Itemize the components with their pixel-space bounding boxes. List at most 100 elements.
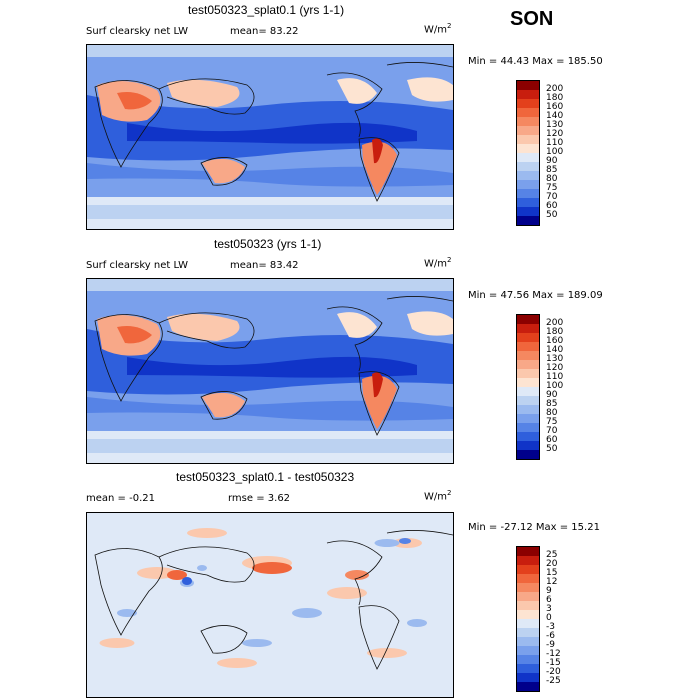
colorbar-tick-label: -6 <box>546 630 555 641</box>
colorbar-cell <box>517 324 539 333</box>
panel-1-map <box>86 44 454 230</box>
colorbar-tick-label: 60 <box>546 200 558 211</box>
colorbar-cell <box>517 315 539 324</box>
colorbar-tick-label: 12 <box>546 576 558 587</box>
colorbar-cell <box>517 547 539 556</box>
colorbar-cell <box>517 81 539 90</box>
colorbar-cell <box>517 171 539 180</box>
colorbar-cell <box>517 189 539 198</box>
colorbar-tick-label: 75 <box>546 182 558 193</box>
colorbar-cell <box>517 556 539 565</box>
panel-3-colorbar <box>516 546 540 692</box>
panel-1-minmax: Min = 44.43 Max = 185.50 <box>468 56 603 67</box>
colorbar-cell <box>517 450 539 459</box>
colorbar-cell <box>517 610 539 619</box>
colorbar-cell <box>517 441 539 450</box>
panel-1-colorbar-labels: 200 180 160 140 130 120 110 100 90 85 80 75 70 60 50 <box>546 80 586 224</box>
colorbar-cell <box>517 108 539 117</box>
colorbar-tick-label: 90 <box>546 389 558 400</box>
colorbar-cell <box>517 414 539 423</box>
colorbar-tick-label: 140 <box>546 344 564 355</box>
colorbar-cell <box>517 126 539 135</box>
colorbar-tick-label: 200 <box>546 83 564 94</box>
colorbar-tick-label: 20 <box>546 558 558 569</box>
colorbar-tick-label: -25 <box>546 675 561 686</box>
panel-1-map-svg <box>87 45 453 229</box>
colorbar-tick-label: 9 <box>546 585 552 596</box>
colorbar-cell <box>517 342 539 351</box>
panel-3-map-svg <box>87 513 453 697</box>
colorbar-cell <box>517 360 539 369</box>
colorbar-tick-label: 85 <box>546 398 558 409</box>
panel-2-map-svg <box>87 279 453 463</box>
colorbar-cell <box>517 565 539 574</box>
panel-1-variable-label: Surf clearsky net LW <box>86 26 189 37</box>
colorbar-tick-label: 100 <box>546 380 564 391</box>
colorbar-cell <box>517 198 539 207</box>
colorbar-cell <box>517 378 539 387</box>
colorbar-tick-label: -9 <box>546 639 555 650</box>
colorbar-cell <box>517 396 539 405</box>
colorbar-cell <box>517 99 539 108</box>
colorbar-tick-label: 3 <box>546 603 552 614</box>
colorbar-cell <box>517 162 539 171</box>
colorbar-cell <box>517 369 539 378</box>
panel-3-title: test050323_splat0.1 - test050323 <box>176 470 355 484</box>
panel-1-units: W/m2 <box>424 22 452 36</box>
colorbar-tick-label: 180 <box>546 326 564 337</box>
colorbar-cell <box>517 432 539 441</box>
colorbar-tick-label: 130 <box>546 353 564 364</box>
colorbar-cell <box>517 574 539 583</box>
colorbar-tick-label: 140 <box>546 110 564 121</box>
panel-1-title: test050323_splat0.1 (yrs 1-1) <box>188 3 345 17</box>
colorbar-tick-label: 120 <box>546 362 564 373</box>
colorbar-cell <box>517 655 539 664</box>
colorbar-tick-label: 70 <box>546 191 558 202</box>
colorbar-tick-label: 120 <box>546 128 564 139</box>
colorbar-cell <box>517 144 539 153</box>
colorbar-cell <box>517 673 539 682</box>
colorbar-cell <box>517 423 539 432</box>
panel-3-map <box>86 512 454 698</box>
panel-3-mean: mean = -0.21 <box>86 493 155 504</box>
panel-3-rmse: rmse = 3.62 <box>228 493 291 504</box>
colorbar-tick-label: 25 <box>546 549 558 560</box>
colorbar-tick-label: 60 <box>546 434 558 445</box>
colorbar-tick-label: 85 <box>546 164 558 175</box>
colorbar-cell <box>517 117 539 126</box>
colorbar-tick-label: -12 <box>546 648 561 659</box>
panel-3-colorbar-labels: 25 20 15 12 9 6 3 0 -3 -6 -9 -12 -15 -20 -25 <box>546 546 586 690</box>
colorbar-tick-label: 50 <box>546 209 558 220</box>
colorbar-cell <box>517 601 539 610</box>
colorbar-tick-label: 6 <box>546 594 552 605</box>
colorbar-tick-label: 160 <box>546 335 564 346</box>
panel-2-map <box>86 278 454 464</box>
colorbar-tick-label: 50 <box>546 443 558 454</box>
panel-3-minmax: Min = -27.12 Max = 15.21 <box>468 522 600 533</box>
colorbar-cell <box>517 333 539 342</box>
colorbar-tick-label: 110 <box>546 371 564 382</box>
colorbar-tick-label: 200 <box>546 317 564 328</box>
colorbar-tick-label: 15 <box>546 567 558 578</box>
panel-1-mean: mean= 83.22 <box>230 26 299 37</box>
colorbar-tick-label: 160 <box>546 101 564 112</box>
colorbar-tick-label: 180 <box>546 92 564 103</box>
panel-2-colorbar-labels: 200 180 160 140 130 120 110 100 90 85 80 75 70 60 50 <box>546 314 586 458</box>
colorbar-cell <box>517 153 539 162</box>
colorbar-tick-label: 90 <box>546 155 558 166</box>
colorbar-cell <box>517 619 539 628</box>
colorbar-cell <box>517 90 539 99</box>
panel-1-colorbar <box>516 80 540 226</box>
panel-3-units: W/m2 <box>424 489 452 503</box>
colorbar-tick-label: 80 <box>546 407 558 418</box>
colorbar-tick-label: 0 <box>546 612 552 623</box>
colorbar-tick-label: 130 <box>546 119 564 130</box>
colorbar-cell <box>517 135 539 144</box>
panel-2-mean: mean= 83.42 <box>230 260 299 271</box>
colorbar-tick-label: 110 <box>546 137 564 148</box>
season-label: SON <box>510 8 554 30</box>
colorbar-cell <box>517 682 539 691</box>
colorbar-cell <box>517 351 539 360</box>
colorbar-cell <box>517 637 539 646</box>
colorbar-cell <box>517 405 539 414</box>
